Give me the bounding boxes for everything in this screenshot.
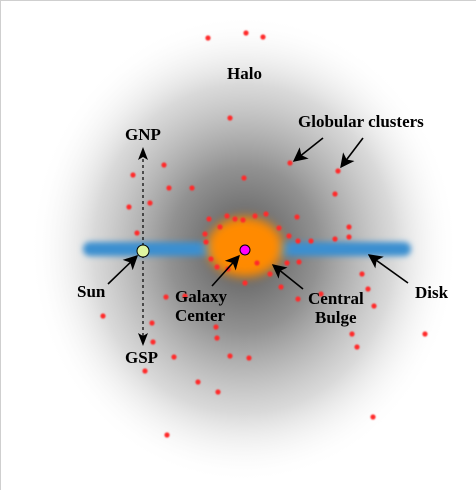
globular-clusters-label: Globular clusters bbox=[298, 112, 424, 131]
disk-pointer bbox=[367, 254, 409, 284]
globular-cluster-dot bbox=[276, 225, 282, 231]
globular-cluster-dot bbox=[227, 353, 233, 359]
globular-cluster-dot bbox=[217, 224, 223, 230]
galaxy-center-label-line1: Galaxy bbox=[175, 287, 227, 306]
globular-cluster-dot bbox=[287, 160, 293, 166]
globular-cluster-dot bbox=[150, 339, 156, 345]
globular-cluster-dot bbox=[318, 291, 324, 297]
globular-cluster-dot bbox=[252, 213, 258, 219]
gsp-label: GSP bbox=[125, 348, 158, 367]
globular-cluster-dot bbox=[100, 313, 106, 319]
globular-cluster-dot bbox=[284, 260, 290, 266]
galaxy-center-label-line2: Center bbox=[175, 306, 225, 325]
globular-cluster-dot bbox=[278, 284, 284, 290]
globular-clusters-pointer-2 bbox=[340, 137, 364, 169]
globular-cluster-dot bbox=[203, 239, 209, 245]
globular-cluster-dot bbox=[422, 331, 428, 337]
globular-cluster-dot bbox=[354, 344, 360, 350]
globular-cluster-dot bbox=[164, 432, 170, 438]
globular-cluster-dot bbox=[206, 216, 212, 222]
globular-cluster-dot bbox=[163, 294, 169, 300]
sun-label: Sun bbox=[77, 282, 106, 301]
globular-cluster-dot bbox=[263, 211, 269, 217]
globular-cluster-dot bbox=[359, 271, 365, 277]
globular-cluster-dot bbox=[214, 264, 220, 270]
globular-cluster-dot bbox=[335, 168, 341, 174]
galaxy-center-pointer bbox=[211, 254, 240, 287]
globular-cluster-dot bbox=[295, 238, 301, 244]
globular-cluster-dot bbox=[208, 256, 214, 262]
globular-cluster-dot bbox=[134, 230, 140, 236]
globular-cluster-dot bbox=[149, 320, 155, 326]
central-bulge-pointer bbox=[271, 264, 304, 290]
globular-cluster-dot bbox=[213, 324, 219, 330]
globular-cluster-dot bbox=[286, 233, 292, 239]
galaxy-center-dot bbox=[239, 244, 251, 256]
globular-cluster-dot bbox=[242, 280, 248, 286]
globular-cluster-dot bbox=[232, 216, 238, 222]
globular-cluster-dot bbox=[260, 34, 266, 40]
sun-pointer bbox=[107, 254, 139, 285]
globular-cluster-dot bbox=[166, 185, 172, 191]
globular-cluster-dot bbox=[296, 259, 302, 265]
globular-cluster-dot bbox=[267, 271, 273, 277]
globular-cluster-dot bbox=[214, 335, 220, 341]
globular-cluster-dot bbox=[332, 191, 338, 197]
gnp-label: GNP bbox=[125, 125, 161, 144]
globular-cluster-dot bbox=[202, 231, 208, 237]
central-bulge-label-line2: Bulge bbox=[315, 308, 357, 327]
globular-cluster-dot bbox=[142, 368, 148, 374]
globular-cluster-dot bbox=[227, 115, 233, 121]
globular-cluster-dot bbox=[240, 217, 246, 223]
globular-cluster-dot bbox=[349, 331, 355, 337]
globular-cluster-dot bbox=[308, 238, 314, 244]
globular-cluster-dot bbox=[130, 172, 136, 178]
halo-label: Halo bbox=[227, 64, 262, 83]
globular-cluster-dot bbox=[294, 214, 300, 220]
disk-label: Disk bbox=[415, 283, 449, 302]
globular-cluster-dot bbox=[243, 30, 249, 36]
globular-cluster-dot bbox=[161, 162, 167, 168]
globular-cluster-dot bbox=[246, 355, 252, 361]
globular-cluster-dot bbox=[370, 414, 376, 420]
globular-clusters-pointer-1 bbox=[292, 137, 324, 162]
globular-cluster-dot bbox=[171, 354, 177, 360]
sun-dot bbox=[136, 244, 150, 258]
globular-cluster-dot bbox=[241, 175, 247, 181]
globular-cluster-dot bbox=[371, 303, 377, 309]
gsp-arrowhead bbox=[138, 333, 148, 346]
globular-cluster-dot bbox=[205, 35, 211, 41]
globular-cluster-dot bbox=[147, 200, 153, 206]
globular-cluster-dot bbox=[126, 204, 132, 210]
central-bulge-label-line1: Central bbox=[308, 289, 364, 308]
globular-cluster-dot bbox=[346, 224, 352, 230]
globular-clusters-group bbox=[100, 30, 428, 438]
globular-cluster-dot bbox=[295, 296, 301, 302]
globular-cluster-dot bbox=[215, 389, 221, 395]
gnp-arrowhead bbox=[138, 147, 148, 160]
globular-cluster-dot bbox=[254, 260, 260, 266]
globular-cluster-dot bbox=[195, 379, 201, 385]
globular-cluster-dot bbox=[182, 293, 188, 299]
globular-cluster-dot bbox=[332, 236, 338, 242]
globular-cluster-dot bbox=[346, 234, 352, 240]
globular-cluster-dot bbox=[189, 185, 195, 191]
globular-cluster-dot bbox=[365, 286, 371, 292]
globular-cluster-dot bbox=[224, 213, 230, 219]
